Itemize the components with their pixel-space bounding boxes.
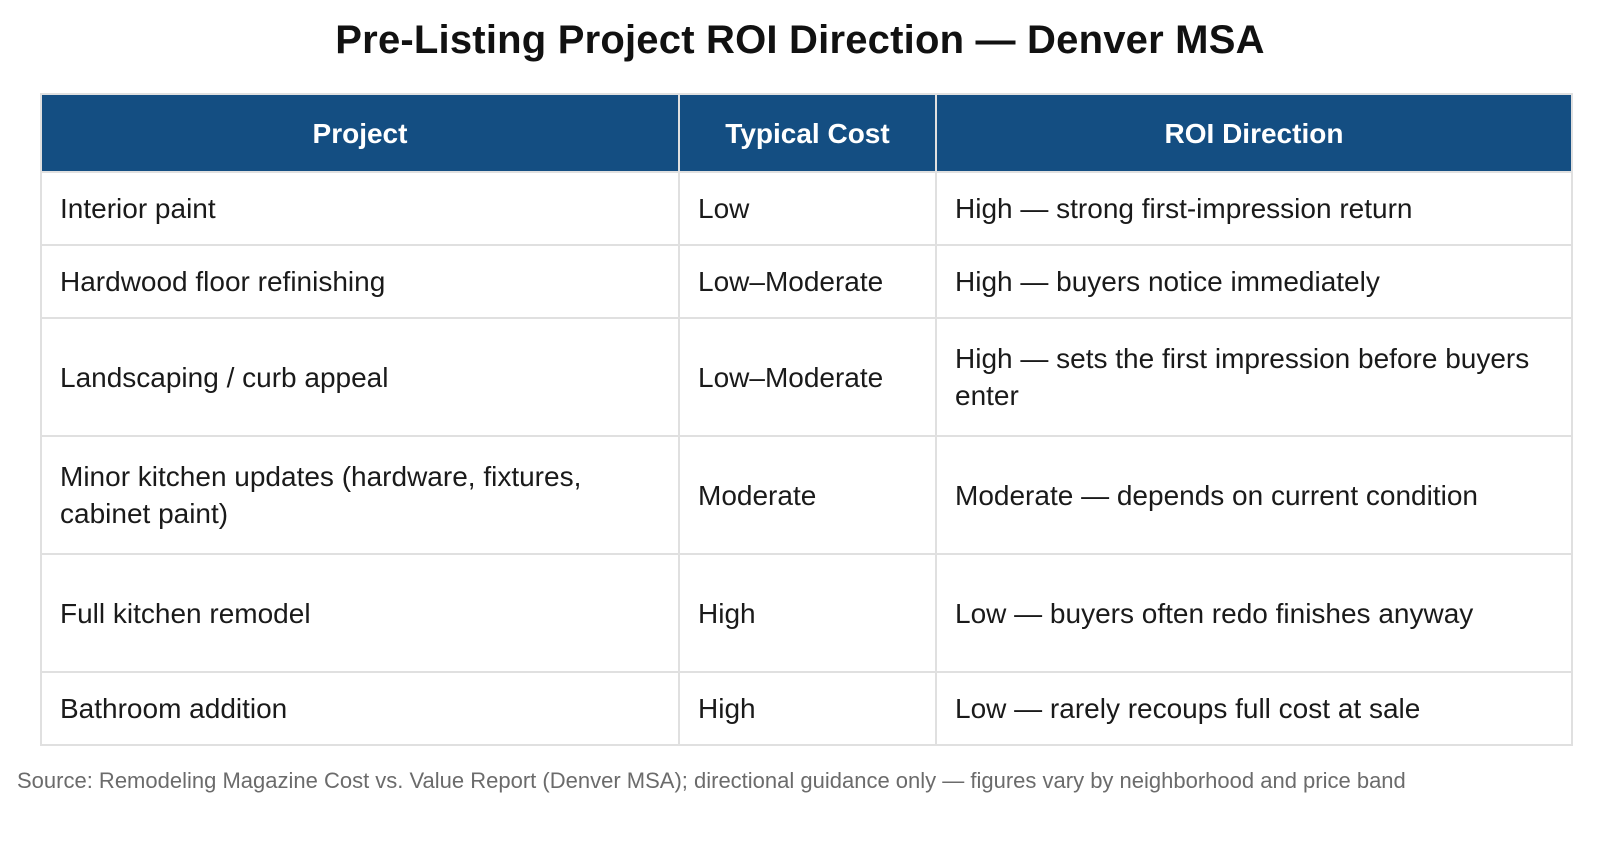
typical-cost-cell: High (678, 553, 937, 673)
project-cell: Interior paint (40, 171, 680, 246)
table-row: Landscaping / curb appeal Low–Moderate H… (40, 317, 1573, 437)
roi-direction-cell: High — buyers notice immediately (935, 244, 1573, 319)
table-header-row: Project Typical Cost ROI Direction (40, 93, 1573, 173)
typical-cost-cell: Moderate (678, 435, 937, 555)
project-cell: Full kitchen remodel (40, 553, 680, 673)
page-title: Pre-Listing Project ROI Direction — Denv… (335, 18, 1265, 62)
typical-cost-cell: Low–Moderate (678, 244, 937, 319)
source-footnote: Source: Remodeling Magazine Cost vs. Val… (17, 768, 1406, 793)
table-row: Hardwood floor refinishing Low–Moderate … (40, 244, 1573, 319)
typical-cost-cell: High (678, 671, 937, 746)
roi-direction-cell: Low — buyers often redo finishes anyway (935, 553, 1573, 673)
table-row: Interior paint Low High — strong first-i… (40, 171, 1573, 246)
typical-cost-cell: Low (678, 171, 937, 246)
project-cell: Minor kitchen updates (hardware, fixture… (40, 435, 680, 555)
project-cell: Landscaping / curb appeal (40, 317, 680, 437)
table-row: Bathroom addition High Low — rarely reco… (40, 671, 1573, 746)
project-cell: Bathroom addition (40, 671, 680, 746)
roi-direction-cell: High — strong first-impression return (935, 171, 1573, 246)
roi-direction-cell: Moderate — depends on current condition (935, 435, 1573, 555)
roi-direction-cell: High — sets the first impression before … (935, 317, 1573, 437)
column-header-project: Project (40, 93, 680, 173)
table-row: Full kitchen remodel High Low — buyers o… (40, 553, 1573, 673)
project-cell: Hardwood floor refinishing (40, 244, 680, 319)
column-header-roi-direction: ROI Direction (935, 93, 1573, 173)
table-row: Minor kitchen updates (hardware, fixture… (40, 435, 1573, 555)
typical-cost-cell: Low–Moderate (678, 317, 937, 437)
roi-table: Project Typical Cost ROI Direction Inter… (40, 93, 1573, 746)
roi-direction-cell: Low — rarely recoups full cost at sale (935, 671, 1573, 746)
column-header-typical-cost: Typical Cost (678, 93, 937, 173)
